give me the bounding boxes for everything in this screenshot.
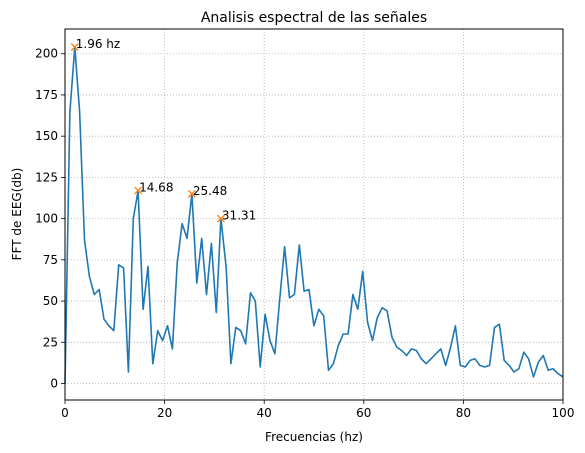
x-tick-label: 60 — [356, 406, 371, 420]
peak-label: 14.68 — [139, 181, 173, 195]
y-tick-label: 75 — [43, 253, 58, 267]
peak-marker — [70, 43, 79, 52]
x-tick-label: 100 — [552, 406, 575, 420]
x-tick-label: 0 — [61, 406, 69, 420]
peak-marker — [216, 214, 225, 223]
peak-label: 25.48 — [193, 184, 227, 198]
x-tick-label: 20 — [157, 406, 172, 420]
peak-marker — [187, 189, 196, 198]
peak-annotations: 1.96 hz 14.68 25.48 31.31 — [76, 37, 257, 222]
y-tick-label: 100 — [35, 212, 58, 226]
x-tick-label: 80 — [456, 406, 471, 420]
series-line — [64, 46, 564, 384]
y-tick-label: 25 — [43, 335, 58, 349]
peak-marker — [134, 186, 143, 195]
x-tick-label: 40 — [257, 406, 272, 420]
x-axis-ticks: 0 20 40 60 80 100 — [61, 400, 574, 420]
y-axis-ticks: 0 25 50 75 100 125 150 175 200 — [35, 47, 65, 391]
y-tick-label: 50 — [43, 294, 58, 308]
peak-markers — [70, 43, 225, 223]
peak-label: 1.96 hz — [76, 37, 120, 51]
chart-title: Analisis espectral de las señales — [201, 10, 427, 26]
axes-frame — [64, 28, 564, 401]
y-tick-label: 200 — [35, 47, 58, 61]
y-tick-label: 150 — [35, 129, 58, 143]
y-axis-label: FFT de EEG(db) — [10, 168, 24, 261]
y-tick-label: 0 — [50, 377, 58, 391]
x-axis-label: Frecuencias (hz) — [265, 430, 363, 444]
y-tick-label: 175 — [35, 88, 58, 102]
peak-label: 31.31 — [222, 209, 256, 223]
series-line-group — [64, 46, 564, 384]
y-tick-label: 125 — [35, 170, 58, 184]
